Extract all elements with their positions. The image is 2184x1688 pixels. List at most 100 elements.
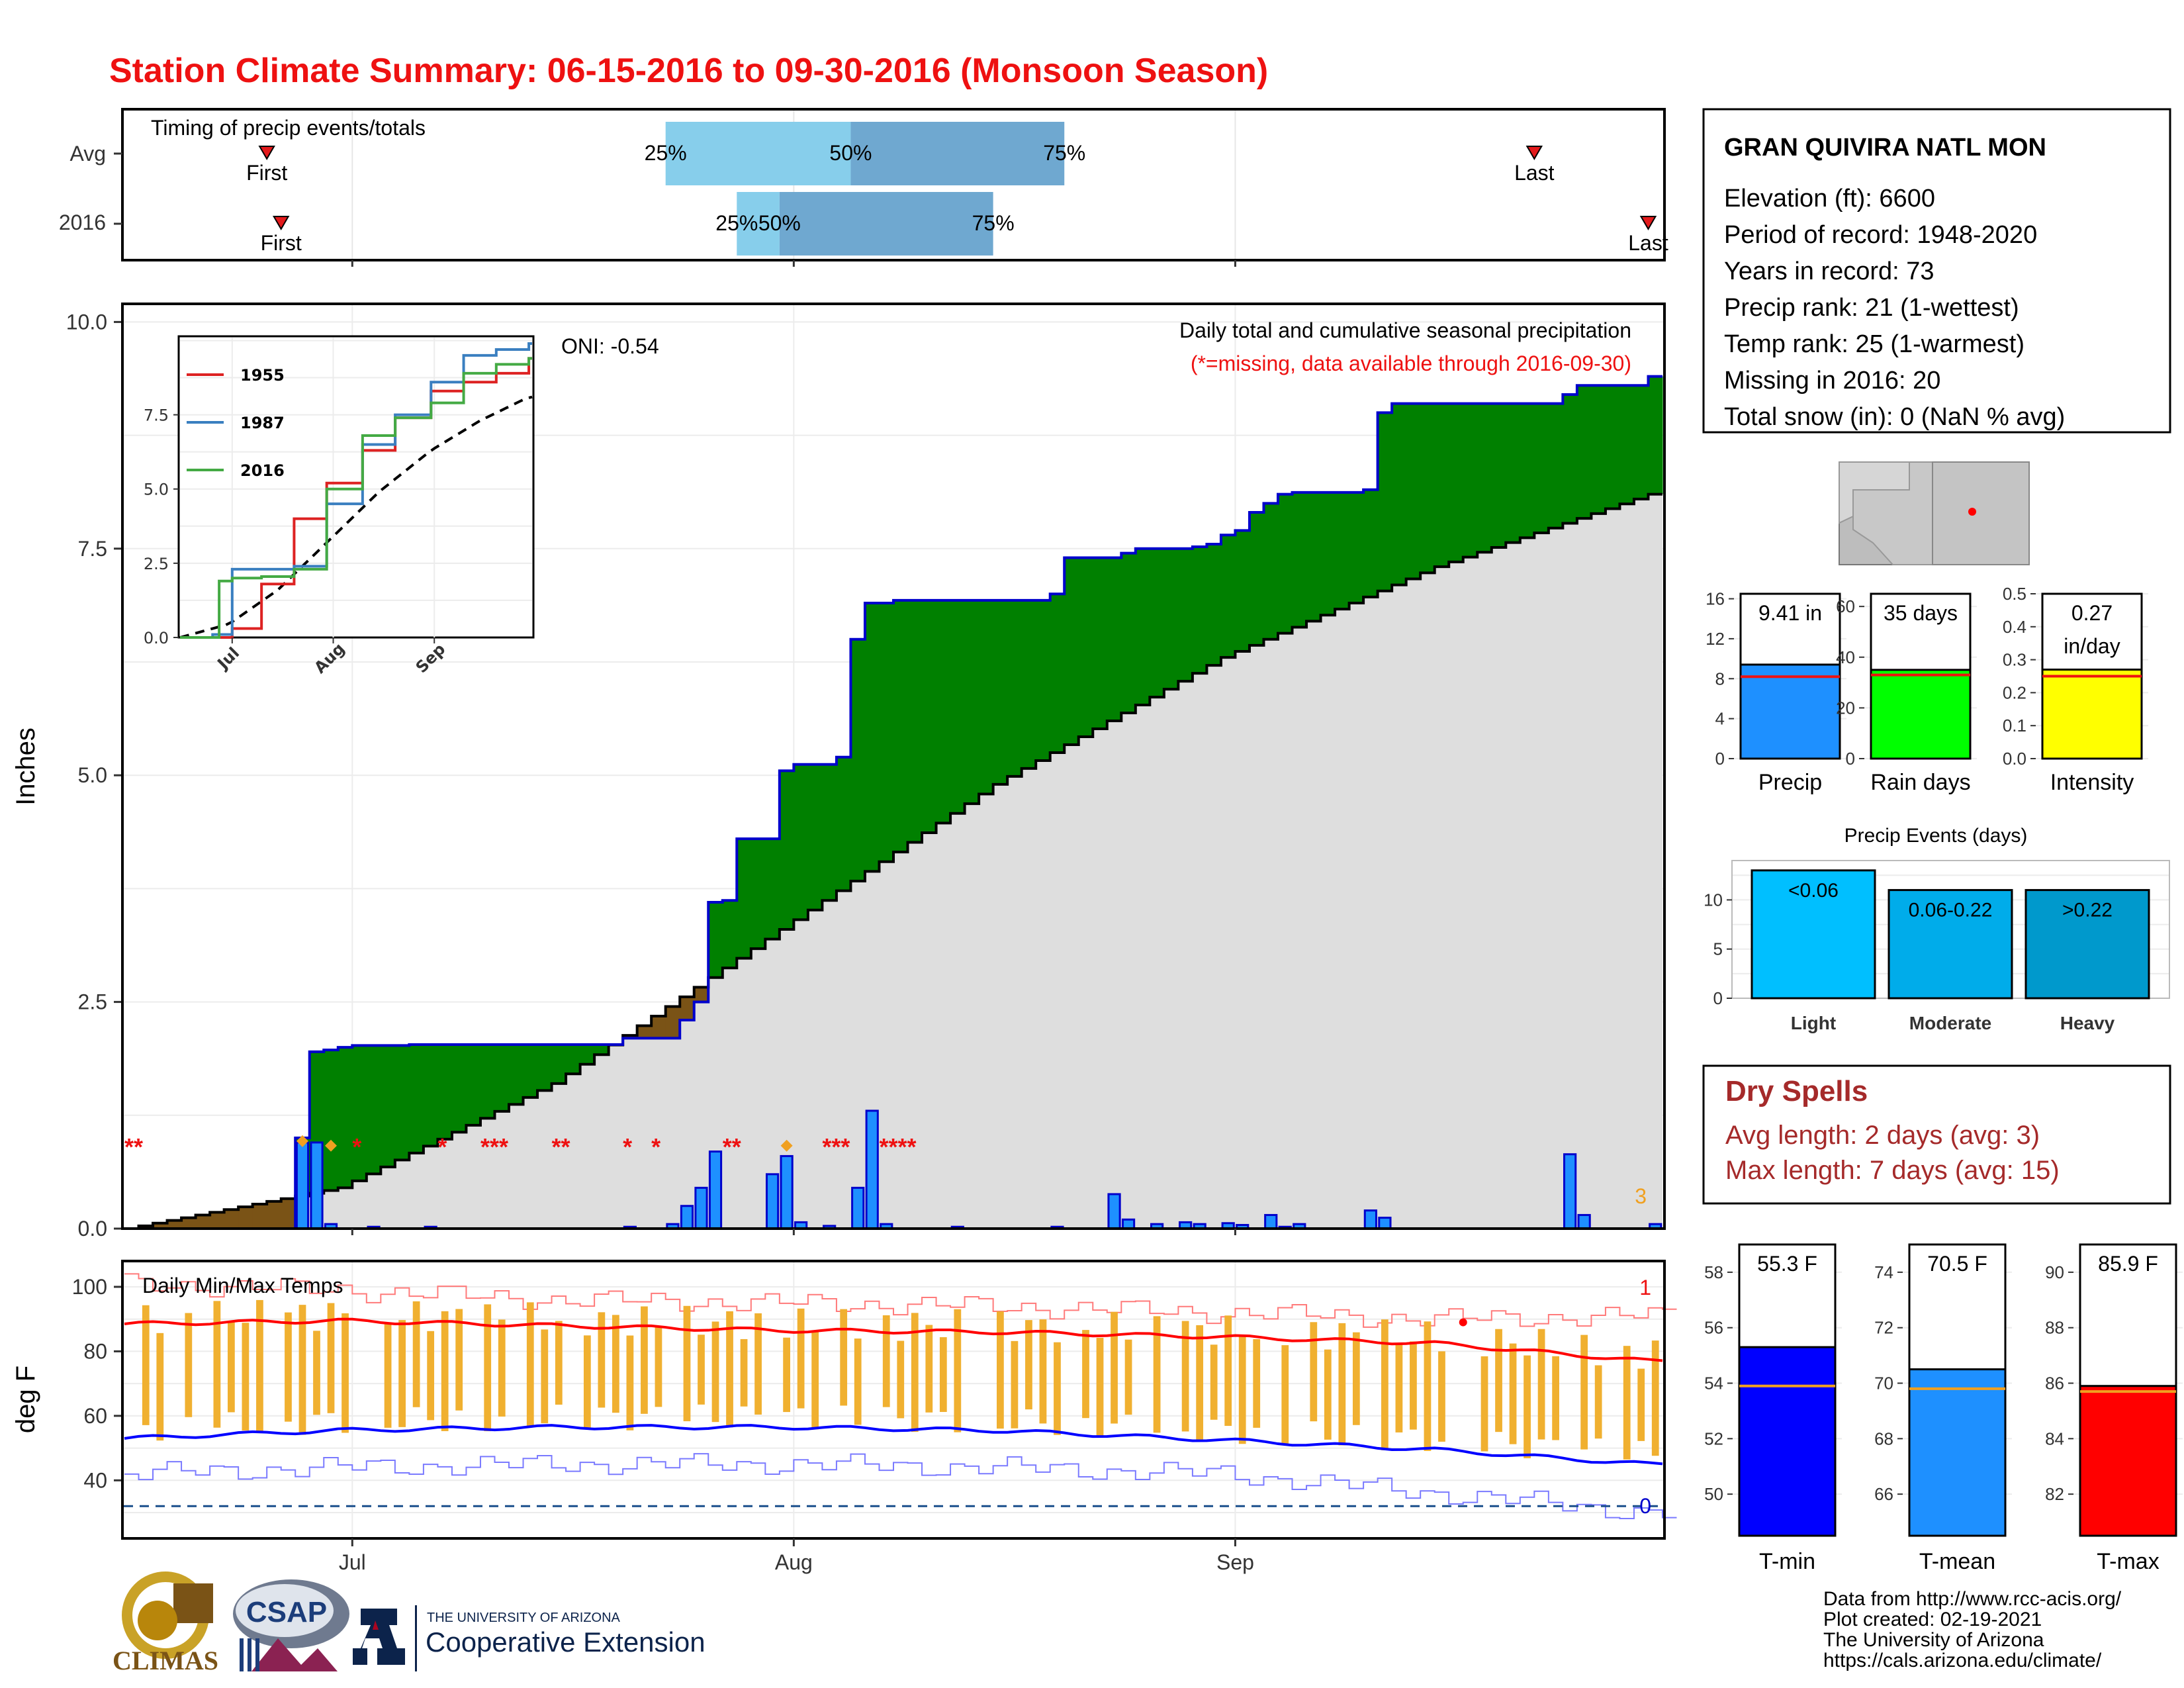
departure-fill <box>1406 403 1421 579</box>
tick-label: 82 <box>2045 1484 2064 1504</box>
pct-50-label: 50% <box>829 141 872 165</box>
timing-bar-q1 <box>737 192 780 256</box>
departure-fill <box>651 1015 666 1039</box>
departure-fill <box>1420 403 1435 573</box>
departure-fill <box>210 1212 225 1229</box>
daily-temp-range-bar <box>298 1305 306 1435</box>
tick-label: 56 <box>1704 1318 1723 1338</box>
pct-25-label: 25% <box>715 211 758 235</box>
departure-fill <box>1477 403 1492 553</box>
daily-temp-range-bar <box>142 1305 150 1425</box>
departure-fill <box>138 1225 154 1229</box>
daily-temp-range-bar <box>1054 1342 1061 1435</box>
tick-label: 0 <box>1713 988 1723 1008</box>
daily-temp-range-bar <box>1039 1319 1047 1424</box>
tick-label: 86 <box>2045 1374 2064 1393</box>
dry-spells-title: Dry Spells <box>1725 1075 1868 1107</box>
departure-fill <box>1121 553 1136 714</box>
missing-data-mark: *** <box>480 1133 508 1160</box>
departure-fill <box>1278 494 1293 633</box>
pct-25-label: 25% <box>645 141 687 165</box>
departure-fill <box>1320 492 1336 616</box>
summary-value-label: 9.41 in <box>1758 601 1822 625</box>
departure-fill <box>167 1220 182 1229</box>
daily-temp-range-bar <box>997 1311 1004 1429</box>
departure-fill <box>580 1044 595 1064</box>
departure-fill <box>238 1207 253 1229</box>
departure-fill <box>1605 385 1621 509</box>
daily-temp-range-bar <box>698 1335 705 1405</box>
event-marker-label: First <box>261 231 302 255</box>
timing-panel: Timing of precip events/totals Avg 2016 … <box>59 108 1668 261</box>
daily-temp-range-bar <box>939 1337 947 1412</box>
daily-temp-range-bar <box>1124 1339 1132 1415</box>
departure-fill <box>836 757 852 891</box>
daily-precip-bar <box>1107 1193 1121 1230</box>
daily-temp-range-bar <box>1352 1332 1360 1425</box>
departure-fill <box>566 1044 581 1074</box>
temp-bar-name: T-mean <box>1919 1549 1995 1574</box>
summary-bar-name: Precip <box>1758 770 1822 795</box>
departure-fill <box>1591 385 1606 514</box>
inset-y-tick-label: 0.0 <box>144 629 169 647</box>
climas-logo: CLIMAS <box>113 1571 218 1675</box>
departure-fill <box>1335 492 1350 610</box>
missing-data-mark: **** <box>879 1133 916 1160</box>
event-marker <box>258 146 275 160</box>
logos: CLIMAS CSAP THE UNIVERSITY OF ARIZONA Co… <box>113 1571 705 1675</box>
daily-temp-range-bar <box>1552 1356 1559 1440</box>
departure-fill <box>409 1044 424 1153</box>
departure-fill <box>267 1201 282 1229</box>
y-tick-label: 60 <box>83 1404 107 1428</box>
tick-label: 0.5 <box>2003 584 2026 604</box>
legend-label: 1955 <box>240 366 285 385</box>
departure-fill <box>494 1044 510 1111</box>
departure-fill <box>1449 403 1464 562</box>
daily-temp-range-bar <box>1381 1319 1388 1450</box>
departure-fill <box>1619 385 1635 504</box>
daily-temp-range-bar <box>726 1311 733 1428</box>
daily-temp-range-bar <box>583 1335 591 1429</box>
station-line: Elevation (ft): 6600 <box>1724 185 1935 212</box>
tick-label: 0.2 <box>2003 682 2026 702</box>
event-bar-label: <0.06 <box>1788 880 1839 902</box>
event-bar <box>2025 889 2150 1000</box>
daily-temp-range-bar <box>1580 1335 1588 1450</box>
avg-cumulative-line <box>124 492 1662 1230</box>
departure-fill <box>1534 403 1549 534</box>
ua-big-text: Cooperative Extension <box>426 1626 705 1658</box>
departure-fill <box>181 1217 197 1229</box>
tick-label: 0.1 <box>2003 716 2026 735</box>
departure-fill <box>394 1045 410 1160</box>
departure-fill <box>737 839 752 959</box>
daily-temp-range-bar <box>427 1331 435 1421</box>
summary-bar-name: Intensity <box>2050 770 2134 795</box>
event-marker <box>272 216 290 230</box>
y-tick-label: 7.5 <box>78 537 107 561</box>
daily-precip-bar <box>780 1154 794 1230</box>
station-line: Years in record: 73 <box>1724 258 1934 285</box>
event-marker-label: Last <box>1628 231 1668 255</box>
missing-data-mark: ** <box>124 1133 143 1160</box>
departure-fill <box>694 987 709 1002</box>
departure-fill <box>850 639 866 881</box>
daily-temp-range-bar <box>1651 1340 1659 1456</box>
timing-bar-q2 <box>779 192 993 256</box>
departure-fill <box>338 1047 353 1188</box>
timing-bar-q2 <box>850 122 1065 185</box>
temp-summary-bar <box>2079 1385 2177 1537</box>
departure-fill <box>509 1044 524 1105</box>
events-title: Precip Events (days) <box>1844 825 2028 847</box>
precip-caption-missing: (*=missing, data available through 2016-… <box>1191 352 1631 375</box>
daily-temp-range-bar <box>854 1338 862 1425</box>
accumulation-marker <box>296 1135 308 1147</box>
departure-fill <box>366 1045 381 1174</box>
tick-label: 12 <box>1706 629 1725 649</box>
daily-temp-range-bar <box>1594 1365 1602 1439</box>
accumulation-marker <box>780 1139 793 1152</box>
x-tick-label: Aug <box>775 1550 813 1574</box>
daily-temp-range-bar <box>1310 1322 1318 1422</box>
tick-label: 66 <box>1874 1484 1893 1504</box>
daily-temp-range-bar <box>1509 1343 1517 1444</box>
csap-logo: CSAP <box>233 1579 349 1671</box>
